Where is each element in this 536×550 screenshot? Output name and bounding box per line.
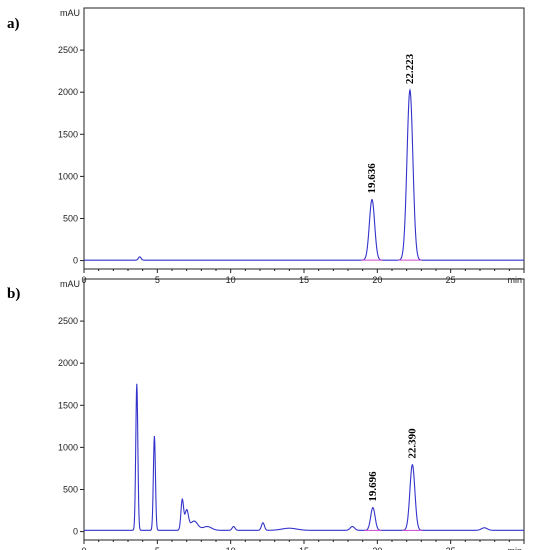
plot-frame (83, 278, 525, 541)
x-tick-label: 10 (226, 546, 236, 550)
x-tick-label: 20 (372, 275, 382, 285)
peak-label: 19.696 (367, 471, 379, 502)
y-tick-label: 2500 (58, 45, 78, 55)
y-tick-label: 1000 (58, 442, 78, 452)
x-tick-label: 5 (155, 546, 160, 550)
y-tick-label: 0 (73, 527, 78, 537)
y-tick-label: 1500 (58, 400, 78, 410)
peak-label: 22.223 (404, 53, 416, 84)
peak-label: 19.636 (366, 163, 378, 194)
y-tick-label: 1500 (58, 129, 78, 139)
y-tick-label: 2000 (58, 358, 78, 368)
x-axis-label: min (507, 275, 522, 285)
peak-label: 22.390 (406, 428, 418, 459)
x-tick-label: 25 (446, 275, 456, 285)
y-axis-label: mAU (60, 8, 80, 18)
x-tick-label: 10 (226, 275, 236, 285)
chromatogram-trace (84, 88, 524, 261)
x-tick-label: 0 (81, 546, 86, 550)
x-tick-label: 20 (372, 546, 382, 550)
panel-label-a: a) (7, 16, 20, 32)
plot-frame (83, 7, 525, 270)
y-tick-label: 1000 (58, 171, 78, 181)
x-tick-label: 15 (299, 546, 309, 550)
y-axis-label: mAU (60, 279, 80, 289)
y-tick-label: 0 (73, 256, 78, 266)
y-tick-label: 500 (63, 213, 78, 223)
chromatogram-trace (84, 383, 524, 531)
y-tick-label: 500 (63, 484, 78, 494)
x-tick-label: 5 (155, 275, 160, 285)
panel-label-b: b) (7, 286, 21, 302)
x-axis-label: min (507, 546, 522, 550)
chart-panel-b: 0 500 1000 1500 2000 2500 mAU 0 5 10 15 20 25 min 19.6… (58, 278, 525, 550)
y-tick-label: 2000 (58, 87, 78, 97)
x-tick-label: 15 (299, 275, 309, 285)
y-tick-label: 2500 (58, 316, 78, 326)
x-tick-label: 25 (446, 546, 456, 550)
